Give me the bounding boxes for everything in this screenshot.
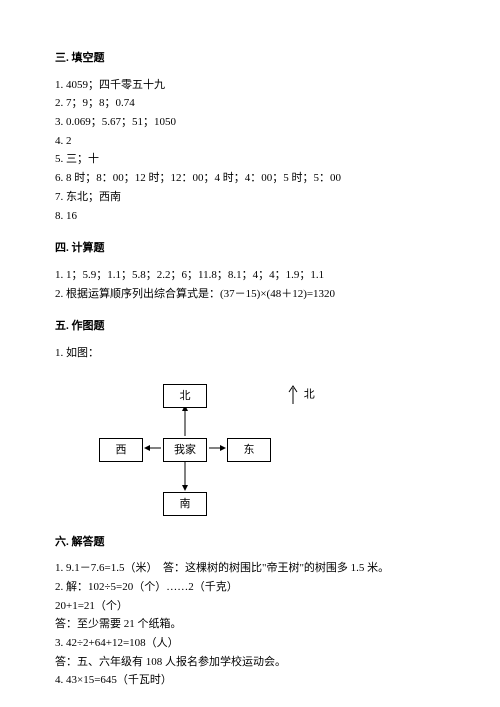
sec4-line: 2. 根据运算顺序列出综合算式是：(37－15)×(48＋12)=1320 [55,285,445,304]
section-5-heading: 五. 作图题 [55,317,445,336]
sec3-line: 1. 4059；四千零五十九 [55,76,445,95]
section-3-heading: 三. 填空题 [55,49,445,68]
sec6-line: 20+1=21（个） [55,597,445,616]
sec6-line: 1. 9.1－7.6=1.5（米） 答：这棵树的树围比"帝王树"的树围多 1.5… [55,559,445,578]
sec6-line: 4. 43×15=645（千瓦时） [55,671,445,690]
sec3-line: 6. 8 时；8：00；12 时；12：00；4 时；4：00；5 时；5：00 [55,169,445,188]
section-6-heading: 六. 解答题 [55,533,445,552]
north-indicator-label: 北 [304,388,315,400]
sec4-line: 1. 1；5.9；1.1；5.8；2.2；6；11.8；8.1；4；4；1.9；… [55,266,445,285]
sec3-line: 2. 7；9；8；0.74 [55,94,445,113]
sec3-line: 4. 2 [55,132,445,151]
section-3-body: 1. 4059；四千零五十九 2. 7；9；8；0.74 3. 0.069；5.… [55,76,445,226]
sec5-intro: 1. 如图： [55,344,445,363]
sec3-line: 7. 东北；西南 [55,188,445,207]
sec3-line: 3. 0.069；5.67；51；1050 [55,113,445,132]
sec6-line: 答：五、六年级有 108 人报名参加学校运动会。 [55,653,445,672]
sec3-line: 8. 16 [55,207,445,226]
north-indicator: 北 [285,384,315,406]
sec6-line: 3. 42÷2+64+12=108（人） [55,634,445,653]
sec6-line: 2. 解：102÷5=20（个）……2（千克） [55,578,445,597]
diagram-west: 西 [99,438,143,463]
section-4-body: 1. 1；5.9；1.1；5.8；2.2；6；11.8；8.1；4；4；1.9；… [55,266,445,303]
diagram-center: 我家 [163,438,207,463]
sec6-line: 答：至少需要 21 个纸箱。 [55,615,445,634]
section-6-body: 1. 9.1－7.6=1.5（米） 答：这棵树的树围比"帝王树"的树围多 1.5… [55,559,445,690]
diagram-east: 东 [227,438,271,463]
arrow-up-icon [285,384,301,406]
diagram-north: 北 [163,384,207,409]
sec3-line: 5. 三；十 [55,150,445,169]
direction-diagram: 我家 北 南 西 东 北 [85,378,345,518]
diagram-south: 南 [163,492,207,517]
section-4-heading: 四. 计算题 [55,239,445,258]
